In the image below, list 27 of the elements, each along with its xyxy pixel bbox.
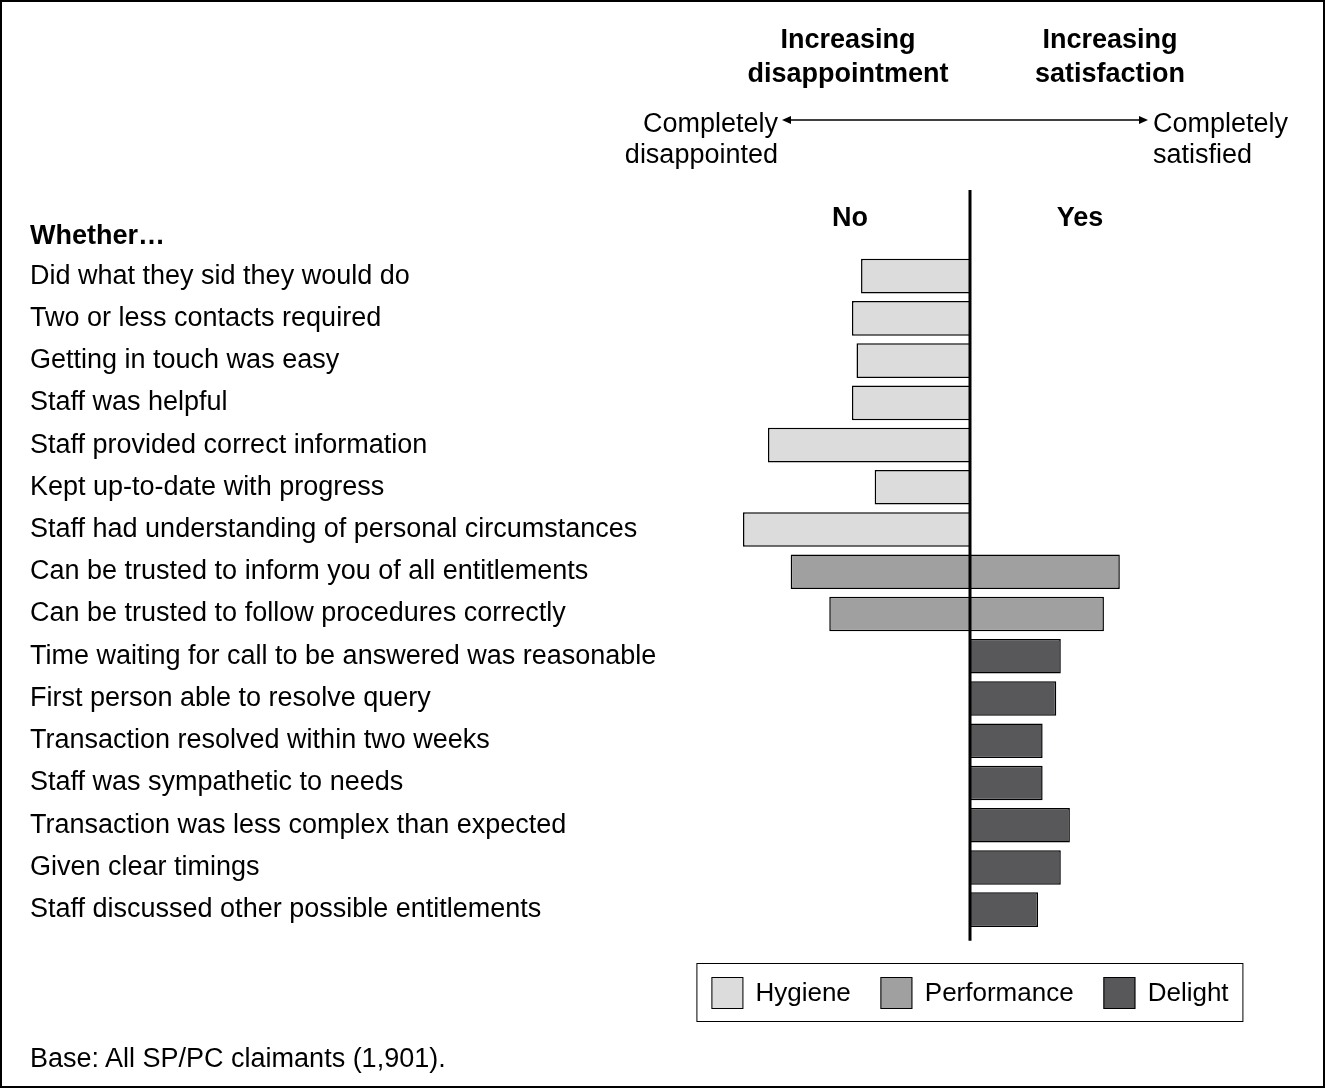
y-tick-label: Did what they sid they would do bbox=[30, 259, 410, 290]
y-tick-label: Staff discussed other possible entitlements bbox=[30, 893, 542, 924]
y-tick-label: Time waiting for call to be answered was reasonable bbox=[30, 639, 657, 670]
legend-label: Performance bbox=[924, 977, 1074, 1008]
y-tick-label: Given clear timings bbox=[30, 850, 260, 881]
y-tick-label: Transaction was less complex than expected bbox=[30, 808, 567, 839]
text: No bbox=[831, 201, 869, 234]
text: Base: All SP/PC claimants (1,901). bbox=[30, 1043, 447, 1074]
legend-label: Delight bbox=[1147, 977, 1229, 1008]
y-tick-label: Kept up-to-date with progress bbox=[30, 470, 385, 501]
y-tick-label: Staff was sympathetic to needs bbox=[30, 766, 404, 797]
y-tick-label: Staff had understanding of personal circumstances bbox=[30, 513, 638, 543]
y-tick-label: First person able to resolve query bbox=[30, 681, 432, 712]
text: Completely satisfied bbox=[1153, 108, 1290, 170]
y-tick-label: Transaction resolved within two weeks bbox=[30, 724, 490, 755]
text: Increasing satisfaction bbox=[1033, 23, 1186, 90]
y-tick-label: Staff was helpful bbox=[30, 386, 228, 417]
y-tick-label: Getting in touch was easy bbox=[30, 344, 340, 375]
text: Yes bbox=[1055, 201, 1105, 234]
y-tick-label: Can be trusted to follow procedures correctly bbox=[30, 597, 567, 628]
y-tick-label: Two or less contacts required bbox=[30, 301, 382, 332]
y-tick-label: Can be trusted to inform you of all entitlements bbox=[30, 555, 589, 586]
y-tick-label: Staff provided correct information bbox=[30, 428, 428, 459]
y-axis-title: Whether… bbox=[30, 220, 165, 251]
text: Increasing disappointment bbox=[746, 23, 950, 90]
legend-label: Hygiene bbox=[755, 977, 851, 1008]
text: Completely disappointed bbox=[623, 108, 778, 170]
